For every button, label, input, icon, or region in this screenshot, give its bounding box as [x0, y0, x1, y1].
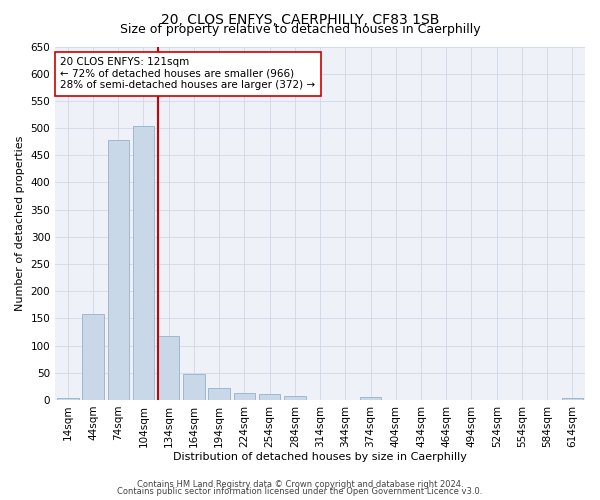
Y-axis label: Number of detached properties: Number of detached properties: [15, 136, 25, 311]
X-axis label: Distribution of detached houses by size in Caerphilly: Distribution of detached houses by size …: [173, 452, 467, 462]
Bar: [107, 140, 129, 400]
Bar: [208, 388, 230, 400]
Text: Contains HM Land Registry data © Crown copyright and database right 2024.: Contains HM Land Registry data © Crown c…: [137, 480, 463, 489]
Text: Size of property relative to detached houses in Caerphilly: Size of property relative to detached ho…: [119, 22, 481, 36]
Bar: [259, 394, 280, 400]
Bar: [562, 398, 583, 400]
Bar: [233, 394, 255, 400]
Text: Contains public sector information licensed under the Open Government Licence v3: Contains public sector information licen…: [118, 487, 482, 496]
Text: 20 CLOS ENFYS: 121sqm
← 72% of detached houses are smaller (966)
28% of semi-det: 20 CLOS ENFYS: 121sqm ← 72% of detached …: [61, 57, 316, 90]
Bar: [158, 336, 179, 400]
Bar: [183, 374, 205, 400]
Bar: [360, 397, 381, 400]
Bar: [284, 396, 305, 400]
Bar: [57, 398, 79, 400]
Text: 20, CLOS ENFYS, CAERPHILLY, CF83 1SB: 20, CLOS ENFYS, CAERPHILLY, CF83 1SB: [161, 12, 439, 26]
Bar: [133, 126, 154, 400]
Bar: [82, 314, 104, 400]
